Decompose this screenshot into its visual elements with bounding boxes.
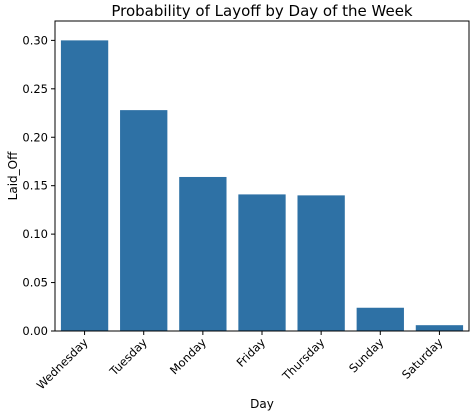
bar-sunday (356, 307, 404, 331)
x-axis-label: Day (250, 397, 274, 411)
x-axis: Wednesday Tuesday Monday Friday Thursday Sund… (34, 331, 446, 392)
y-tick-label: 0.15 (22, 179, 48, 193)
y-axis: 0.00 0.05 0.10 0.15 0.20 0.25 0.30 (22, 33, 55, 338)
y-tick-label: 0.05 (22, 276, 48, 290)
bar-thursday (297, 195, 345, 331)
bar-saturday (415, 325, 464, 331)
bar-wednesday (60, 40, 109, 331)
y-tick-label: 0.00 (22, 324, 48, 338)
bar-friday (238, 194, 286, 331)
y-axis-label: Laid_Off (6, 151, 20, 200)
chart-title: Probability of Layoff by Day of the Week (111, 2, 413, 20)
bar-tuesday (120, 110, 168, 331)
bar-monday (179, 176, 227, 331)
x-tick-label: Wednesday (34, 335, 91, 392)
plot-frame (54, 20, 470, 332)
x-tick-label: Friday (234, 335, 269, 370)
y-tick-label: 0.10 (22, 227, 48, 241)
y-tick-label: 0.25 (22, 82, 48, 96)
y-tick-label: 0.30 (22, 33, 48, 47)
y-tick-label: 0.20 (22, 130, 48, 144)
x-tick-label: Saturday (399, 335, 446, 382)
x-tick-label: Sunday (346, 335, 386, 375)
x-tick-label: Monday (167, 335, 209, 377)
x-tick-label: Tuesday (106, 335, 150, 379)
x-tick-label: Thursday (279, 335, 328, 384)
bars-group (60, 40, 464, 331)
